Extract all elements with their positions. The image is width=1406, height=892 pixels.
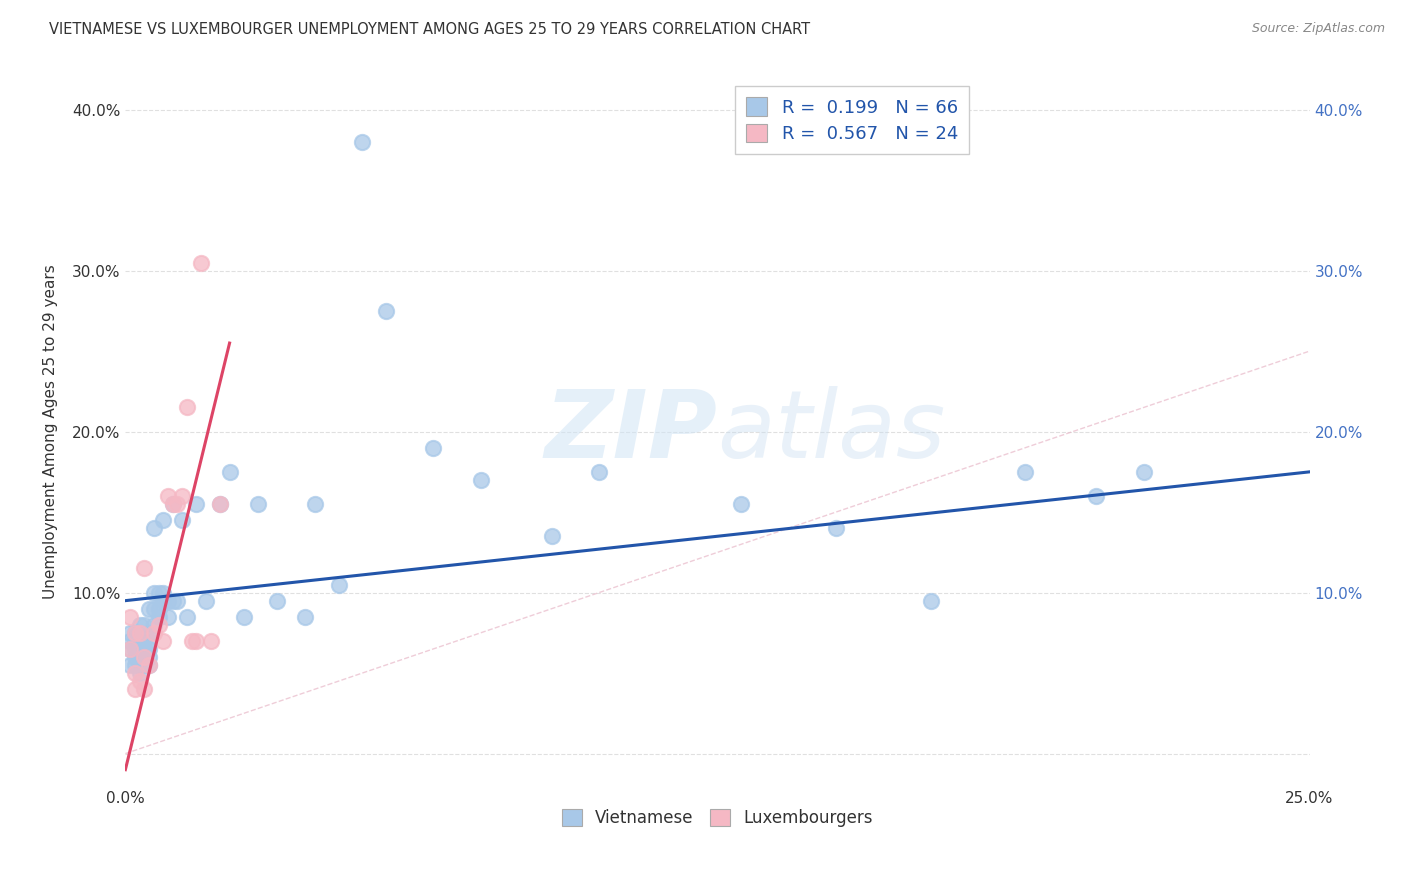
Point (304, 497, 326, 511)
Point (124, 642, 146, 657)
Point (374, 304, 396, 318)
Point (422, 441, 444, 455)
Point (156, 609, 179, 624)
Point (142, 617, 165, 632)
Point (134, 617, 156, 632)
Point (138, 658, 160, 673)
Point (152, 513, 174, 527)
Point (470, 473, 492, 487)
Point (200, 633, 222, 648)
Point (120, 625, 142, 640)
Point (352, 135, 374, 149)
Point (1132, 465, 1154, 479)
Point (138, 601, 160, 615)
Point (328, 577, 350, 591)
Point (128, 625, 150, 640)
Text: atlas: atlas (717, 386, 946, 477)
Point (138, 642, 160, 657)
Point (232, 609, 254, 624)
Point (128, 658, 150, 673)
Text: Source: ZipAtlas.com: Source: ZipAtlas.com (1251, 22, 1385, 36)
Point (190, 255, 212, 269)
Point (186, 633, 208, 648)
Point (148, 585, 170, 599)
Point (128, 642, 150, 657)
Point (148, 609, 170, 624)
Point (166, 497, 188, 511)
Point (152, 593, 174, 607)
Text: ZIP: ZIP (544, 385, 717, 477)
Point (128, 666, 150, 681)
Point (588, 465, 610, 479)
Point (920, 593, 942, 607)
Point (148, 601, 170, 615)
Point (209, 497, 232, 511)
Point (124, 625, 146, 640)
Point (128, 674, 150, 689)
Point (152, 633, 174, 648)
Point (246, 497, 269, 511)
Point (824, 521, 846, 535)
Point (134, 682, 156, 697)
Point (120, 642, 142, 657)
Point (120, 633, 142, 648)
Point (138, 625, 160, 640)
Point (134, 633, 156, 648)
Point (172, 489, 194, 503)
Y-axis label: Unemployment Among Ages 25 to 29 years: Unemployment Among Ages 25 to 29 years (44, 264, 58, 599)
Point (142, 625, 165, 640)
Point (218, 465, 240, 479)
Point (128, 650, 150, 665)
Legend: Vietnamese, Luxembourgers: Vietnamese, Luxembourgers (555, 803, 880, 834)
Point (134, 642, 156, 657)
Point (124, 682, 146, 697)
Point (124, 650, 146, 665)
Point (162, 593, 184, 607)
Point (142, 585, 165, 599)
Point (156, 489, 179, 503)
Point (156, 593, 179, 607)
Point (172, 513, 194, 527)
Point (166, 593, 188, 607)
Point (266, 593, 288, 607)
Point (128, 633, 150, 648)
Point (1085, 489, 1108, 503)
Point (186, 497, 208, 511)
Point (138, 650, 160, 665)
Point (142, 601, 165, 615)
Point (294, 609, 316, 624)
Point (134, 650, 156, 665)
Point (142, 521, 165, 535)
Point (138, 633, 160, 648)
Point (124, 666, 146, 681)
Point (124, 625, 146, 640)
Point (128, 617, 150, 632)
Point (134, 650, 156, 665)
Point (120, 642, 142, 657)
Point (176, 401, 198, 415)
Point (120, 609, 142, 624)
Point (128, 625, 150, 640)
Point (194, 593, 217, 607)
Point (124, 658, 146, 673)
Point (148, 617, 170, 632)
Point (162, 497, 184, 511)
Point (180, 633, 202, 648)
Point (540, 529, 562, 543)
Point (1014, 465, 1036, 479)
Point (134, 658, 156, 673)
Point (730, 497, 752, 511)
Point (209, 497, 232, 511)
Point (138, 658, 160, 673)
Point (134, 561, 156, 575)
Point (120, 658, 142, 673)
Point (176, 609, 198, 624)
Point (124, 633, 146, 648)
Text: VIETNAMESE VS LUXEMBOURGER UNEMPLOYMENT AMONG AGES 25 TO 29 YEARS CORRELATION CH: VIETNAMESE VS LUXEMBOURGER UNEMPLOYMENT … (49, 22, 810, 37)
Point (152, 585, 174, 599)
Point (162, 497, 184, 511)
